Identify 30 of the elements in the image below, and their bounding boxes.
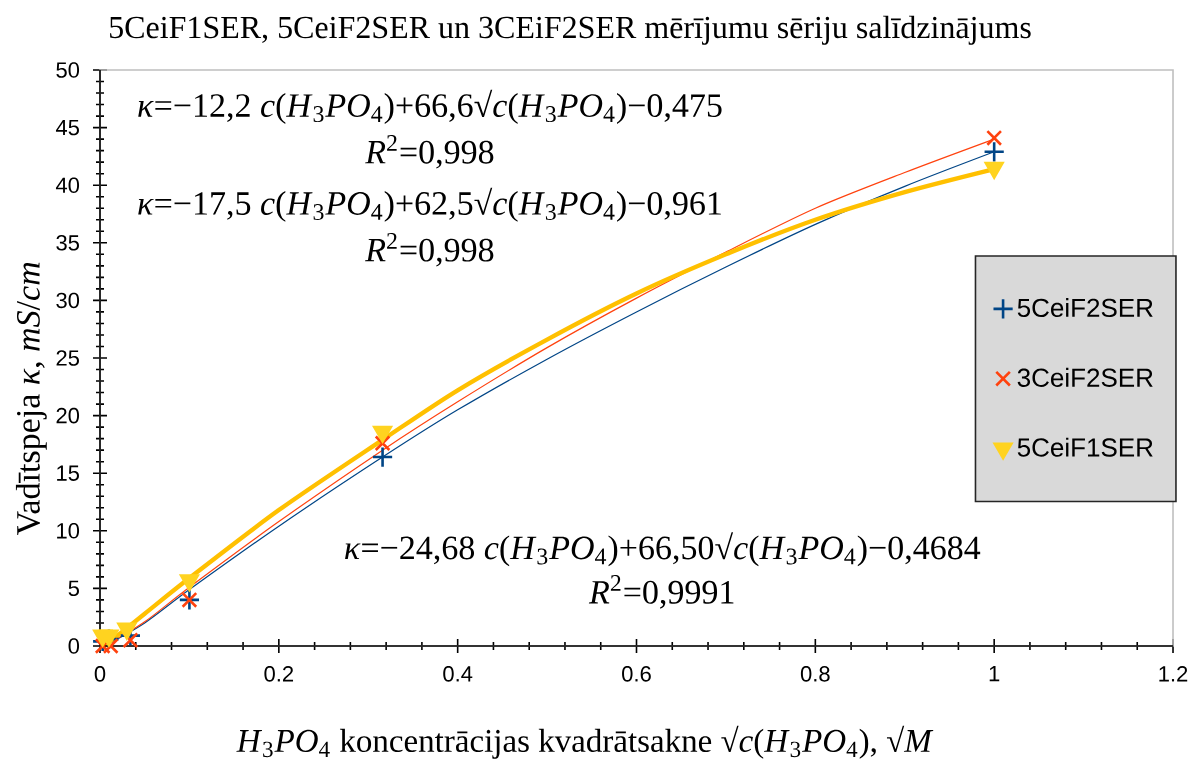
- y-tick-label: 35: [56, 235, 79, 251]
- chart-title: 5CeiF1SER, 5CeiF2SER un 3CEiF2SER mērījumu sēriju salīdzinājums: [110, 15, 1031, 45]
- y-tick-label: 40: [55, 177, 80, 193]
- y-axis-title: Vadītspeja κ, mS/cm: [15, 262, 47, 535]
- legend-label: 5CeiF1SER: [1017, 437, 1153, 457]
- x-tick-label: 0.6: [622, 666, 651, 682]
- annotation: R$^{2}$=0,9991: [588, 575, 734, 609]
- annotation: R$^{2}$=0,998: [365, 232, 494, 267]
- x-tick-label: 0.2: [264, 666, 294, 682]
- text: H$_{3}$PO$_{4}$ koncentrācijas kvadrātsakne √c(H$_{3}$PO$_{4}$), √M: [236, 725, 934, 759]
- y-tick-label: 15: [57, 465, 79, 481]
- y-tick-label: 30: [56, 292, 80, 309]
- x-tick-label: 0.8: [800, 666, 830, 682]
- legend-label: 5CeiF2SER: [1017, 297, 1153, 318]
- y-tick-label: 25: [56, 350, 79, 366]
- annotation: R$^{2}$=0,998: [365, 135, 494, 169]
- text: κ=−17,5 c(H$_{3}$PO$_{4}$)+62,5√c(H$_{3}$PO$_{4}$)−0,961: [138, 187, 721, 222]
- y-tick-label: 50: [56, 62, 80, 78]
- legend-label: 3CeiF2SER: [1017, 367, 1153, 387]
- x-tick-label: 1.2: [1159, 666, 1188, 682]
- y-tick-label: 10: [57, 523, 80, 539]
- x-tick-label: 1: [989, 666, 1000, 682]
- x-tick-label: 0: [94, 666, 106, 682]
- y-tick-label: 5: [68, 580, 79, 597]
- y-tick-label: 20: [56, 407, 80, 424]
- y-tick-label: 0: [68, 638, 80, 654]
- y-tick-label: 45: [55, 119, 79, 136]
- text: κ=−12,2 c(H$_{3}$PO$_{4}$)+66,6√c(H$_{3}$PO$_{4}$)−0,475: [138, 89, 722, 124]
- text: κ=−24,68 c(H$_{3}$PO$_{4}$)+66,50√c(H$_{3}$PO$_{4}$)−0,4684: [345, 532, 981, 567]
- x-tick-label: 0.4: [443, 666, 473, 682]
